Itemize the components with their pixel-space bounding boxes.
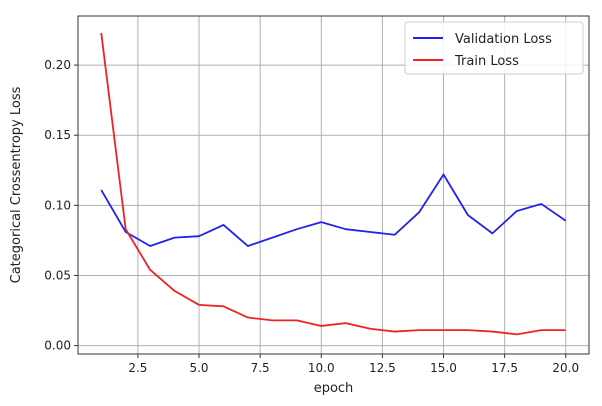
x-tick-label: 2.5 — [128, 361, 147, 375]
x-tick-label: 5.0 — [189, 361, 208, 375]
y-tick-label: 0.20 — [44, 58, 71, 72]
x-axis-label: epoch — [314, 381, 354, 396]
legend-box — [404, 21, 584, 75]
x-tick-label: 20.0 — [552, 361, 579, 375]
y-tick-label: 0.00 — [44, 339, 71, 353]
y-axis-label: Categorical Crossentropy Loss — [9, 86, 24, 283]
legend: Validation Loss Train Loss — [404, 21, 584, 75]
x-tick-label: 10.0 — [308, 361, 335, 375]
plot-frame — [77, 15, 590, 355]
x-tick-label: 15.0 — [430, 361, 457, 375]
x-tick-label: 17.5 — [491, 361, 518, 375]
series-line-1 — [100, 32, 566, 336]
y-tick-label: 0.05 — [44, 268, 71, 282]
x-tick-label: 7.5 — [251, 361, 270, 375]
x-tick-label: 12.5 — [369, 361, 396, 375]
y-tick-label: 0.10 — [44, 198, 71, 212]
axis-ticks: 2.5 5.0 7.5 10.0 12.5 15.0 17.5 20.0 0.00 0.05 0.1… — [44, 58, 579, 375]
y-tick-label: 0.15 — [44, 128, 71, 142]
series-line-0 — [100, 173, 567, 247]
legend-label-0: Validation Loss — [455, 32, 552, 47]
series-lines — [100, 32, 567, 336]
legend-label-1: Train Loss — [454, 54, 519, 69]
